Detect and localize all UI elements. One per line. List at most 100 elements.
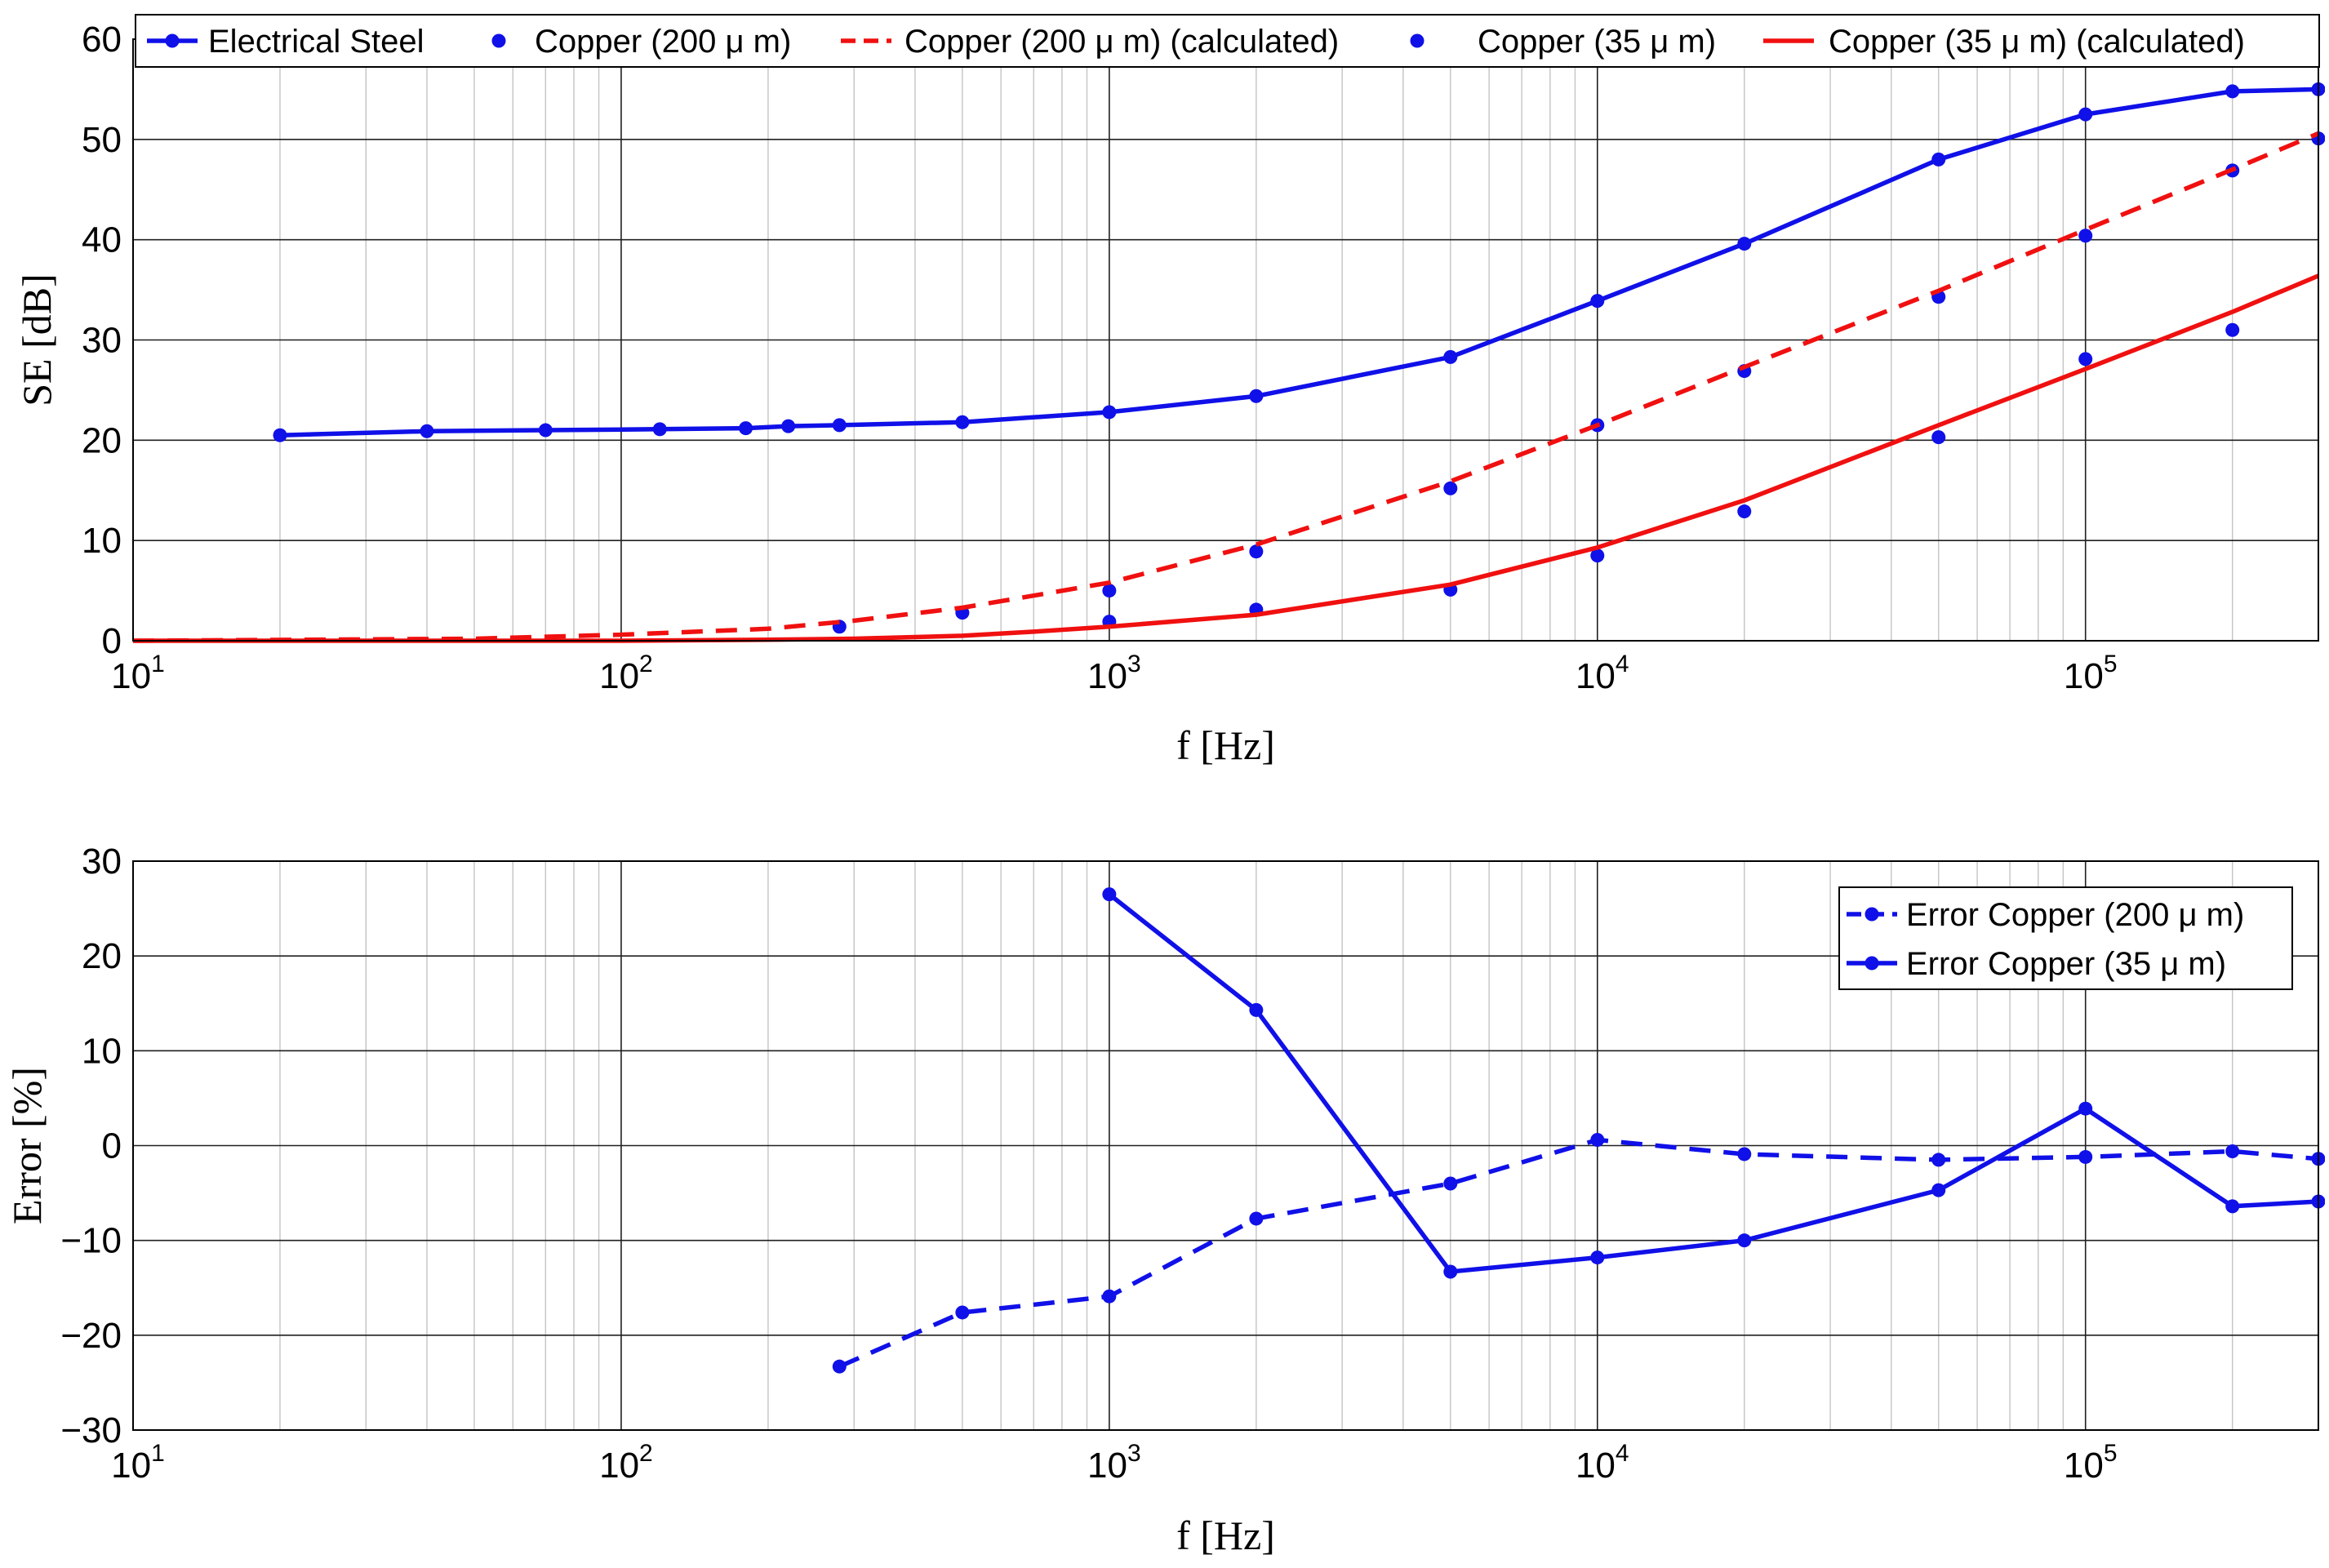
data-point	[1443, 1176, 1458, 1191]
legend-label: Copper (35 μ m)	[1478, 24, 1716, 60]
x-tick-label: 105	[2064, 1440, 2118, 1486]
data-point	[2078, 107, 2093, 122]
data-point	[1249, 389, 1264, 403]
data-point	[955, 1305, 970, 1320]
x-tick-label: 102	[599, 1440, 653, 1486]
data-point	[2225, 1144, 2240, 1158]
x-tick-exponent: 4	[1616, 651, 1629, 677]
y-tick-label: 0	[102, 1126, 122, 1166]
data-point	[1443, 481, 1458, 495]
x-tick-exponent: 1	[151, 1440, 165, 1467]
series-line	[133, 273, 2320, 643]
legend-item: Electrical Steel	[147, 24, 424, 60]
y-axis-label: Error [%]	[4, 1067, 50, 1224]
y-tick-label: 10	[82, 1031, 122, 1071]
y-tick-label: 30	[82, 321, 122, 361]
y-axis-label: SE [dB]	[14, 273, 60, 406]
y-tick-label: 60	[82, 20, 122, 60]
legend: Electrical Steel Copper (200 μ m) Copper (…	[135, 14, 2320, 68]
data-point	[1737, 504, 1752, 519]
x-tick-label: 101	[111, 651, 165, 696]
x-tick-label: 105	[2064, 651, 2118, 696]
data-point	[538, 423, 553, 438]
legend-label: Copper (35 μ m) (calculated)	[1829, 24, 2245, 60]
x-tick-label: 104	[1576, 1440, 1629, 1486]
legend-swatch-marker	[1410, 33, 1425, 48]
legend: Error Copper (200 μ m) Error Copper (35 μ…	[1838, 886, 2293, 990]
legend-swatch-marker	[1865, 907, 1879, 922]
data-point	[1249, 1002, 1264, 1017]
legend-label: Error Copper (200 μ m)	[1906, 897, 2244, 933]
data-point	[1931, 1153, 1946, 1167]
data-point	[781, 419, 796, 433]
data-point	[1590, 549, 1605, 563]
legend-item: Copper (200 μ m) (calculated)	[841, 24, 1339, 60]
y-tick-label: 50	[82, 120, 122, 160]
plot-frame	[132, 860, 2319, 1431]
grid	[132, 38, 2319, 642]
x-tick-exponent: 1	[151, 651, 165, 677]
x-tick-label: 104	[1576, 651, 1629, 696]
legend-item: Copper (35 μ m) (calculated)	[1763, 24, 2245, 60]
legend-swatch-marker	[165, 33, 180, 48]
x-tick-label: 101	[111, 1440, 165, 1486]
data-point	[1931, 430, 1946, 445]
x-tick-base: 10	[1087, 1446, 1127, 1486]
series-0	[273, 82, 2325, 442]
y-tick-label: 20	[82, 420, 122, 460]
data-point	[1590, 1133, 1605, 1148]
x-tick-base: 10	[2064, 656, 2104, 696]
series-line	[133, 131, 2320, 643]
data-point	[1249, 1211, 1264, 1226]
y-tick-label: 10	[82, 521, 122, 561]
x-tick-exponent: 2	[639, 651, 653, 677]
data-point	[1102, 584, 1117, 598]
data-point	[2078, 1149, 2093, 1164]
x-tick-label: 103	[1087, 651, 1141, 696]
data-point	[739, 421, 753, 436]
legend-label: Copper (200 μ m)	[535, 24, 791, 60]
x-tick-exponent: 4	[1616, 1440, 1629, 1467]
legend-box	[1838, 886, 2293, 990]
legend-label: Electrical Steel	[208, 24, 424, 60]
legend-item: Copper (200 μ m)	[491, 24, 791, 60]
legend-item: Error Copper (35 μ m)	[1847, 946, 2226, 982]
data-point	[1931, 152, 1946, 167]
data-point	[1931, 1183, 1946, 1197]
x-tick-base: 10	[2064, 1446, 2104, 1486]
x-tick-exponent: 3	[1127, 651, 1141, 677]
series-1	[1102, 887, 2325, 1279]
data-point	[1737, 1233, 1752, 1248]
x-tick-base: 10	[111, 1446, 151, 1486]
y-tick-label: −20	[60, 1316, 122, 1356]
data-point	[1737, 1147, 1752, 1162]
data-point	[1443, 349, 1458, 364]
data-point	[2225, 322, 2240, 337]
data-point	[273, 428, 287, 442]
x-tick-base: 10	[1576, 1446, 1616, 1486]
data-point	[1590, 294, 1605, 309]
x-tick-exponent: 5	[2104, 651, 2118, 677]
y-tick-label: 40	[82, 220, 122, 260]
x-tick-exponent: 5	[2104, 1440, 2118, 1467]
x-axis-label: f [Hz]	[1176, 1512, 1275, 1558]
x-axis-label: f [Hz]	[1176, 722, 1275, 768]
y-tick-label: −10	[60, 1221, 122, 1261]
x-tick-base: 10	[111, 656, 151, 696]
legend-swatch-marker	[1865, 956, 1879, 971]
series-4	[133, 273, 2320, 643]
data-point	[1102, 887, 1117, 902]
x-tick-base: 10	[599, 656, 639, 696]
legend-label: Error Copper (35 μ m)	[1906, 946, 2226, 982]
y-tick-label: 30	[82, 842, 122, 882]
data-point	[832, 1359, 847, 1374]
y-tick-label: −30	[60, 1410, 122, 1450]
series-2	[133, 131, 2320, 643]
data-point	[1737, 237, 1752, 251]
legend-label: Copper (200 μ m) (calculated)	[904, 24, 1339, 60]
data-point	[652, 422, 667, 437]
x-tick-label: 103	[1087, 1440, 1141, 1486]
